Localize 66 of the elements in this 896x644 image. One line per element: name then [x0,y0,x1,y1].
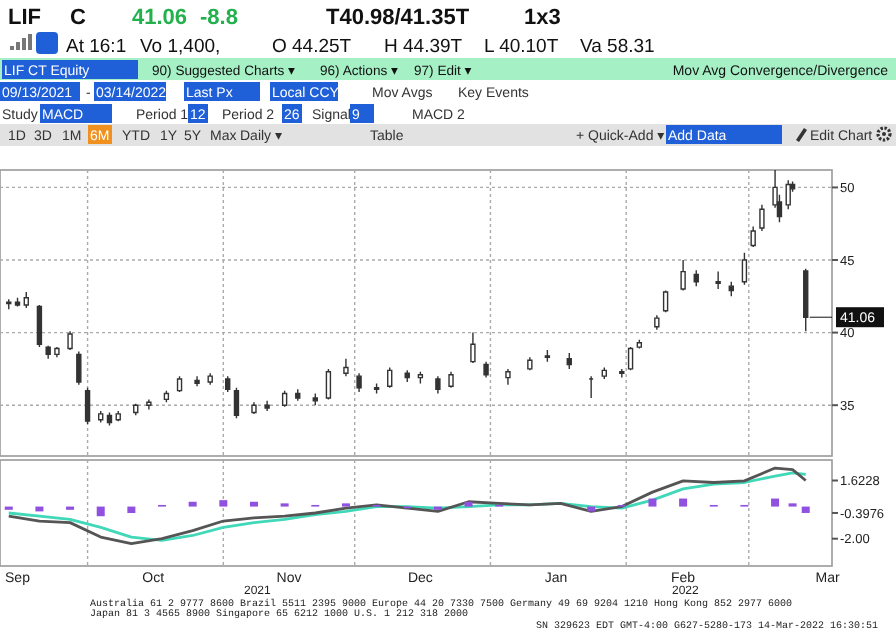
candlestick [387,366,393,389]
candlestick [76,350,82,386]
text: C [70,6,86,30]
candlestick [636,339,643,350]
text: H 44.39T [384,36,463,58]
candlestick [98,410,104,424]
candlestick [785,179,791,210]
candlestick [67,330,73,351]
candlestick [693,269,699,287]
text: 41.06 [132,6,188,30]
candlestick [36,304,43,348]
candlestick [106,411,113,427]
candlestick [23,291,29,309]
text: Vo 1,400, [140,36,221,58]
text: 1x3 [524,6,561,30]
candlestick [527,356,533,372]
text: L 40.10T [484,36,559,58]
candlestick [483,360,489,379]
candlestick [356,372,362,393]
candlestick [417,371,424,385]
candlestick [566,352,572,370]
text: -8.8 [200,6,238,30]
candlestick [225,375,231,393]
candlestick [251,401,257,415]
text: At 16:1 [66,36,127,58]
text: LIF [8,6,42,30]
text: T40.98/41.35T [326,6,470,30]
candlestick [619,368,625,379]
candlestick [448,371,454,389]
candlestick [194,375,200,388]
candlestick [728,281,734,297]
candlestick [803,268,809,332]
candlestick [373,382,380,395]
candlestick [505,368,511,386]
text: O 44.25T [272,36,352,58]
candlestick [281,389,288,408]
candlestick [435,375,441,395]
candlestick [680,259,686,292]
candlestick [470,331,476,364]
candlestick [544,349,551,363]
candlestick [627,346,634,372]
candlestick [207,372,213,386]
candlestick [343,358,349,377]
candlestick [84,387,91,425]
candlestick [6,298,12,311]
candlestick [115,410,121,422]
candlestick [146,398,152,411]
candlestick [404,369,410,383]
candlestick [588,375,594,399]
candlestick [133,403,139,417]
candlestick [759,204,765,232]
candlestick [601,366,607,380]
candlestick [176,375,183,393]
candlestick [264,400,270,412]
candlestick [741,252,748,286]
candlestick [750,225,756,248]
candlestick [654,314,660,331]
candlestick [14,297,21,308]
candlestick [163,389,170,403]
candlestick [662,289,669,313]
candlestick [233,387,240,419]
candlestick [295,388,301,402]
candlestick [312,392,318,406]
candlestick [325,368,332,401]
text: Va 58.31 [580,36,655,58]
candlestick [715,270,721,290]
